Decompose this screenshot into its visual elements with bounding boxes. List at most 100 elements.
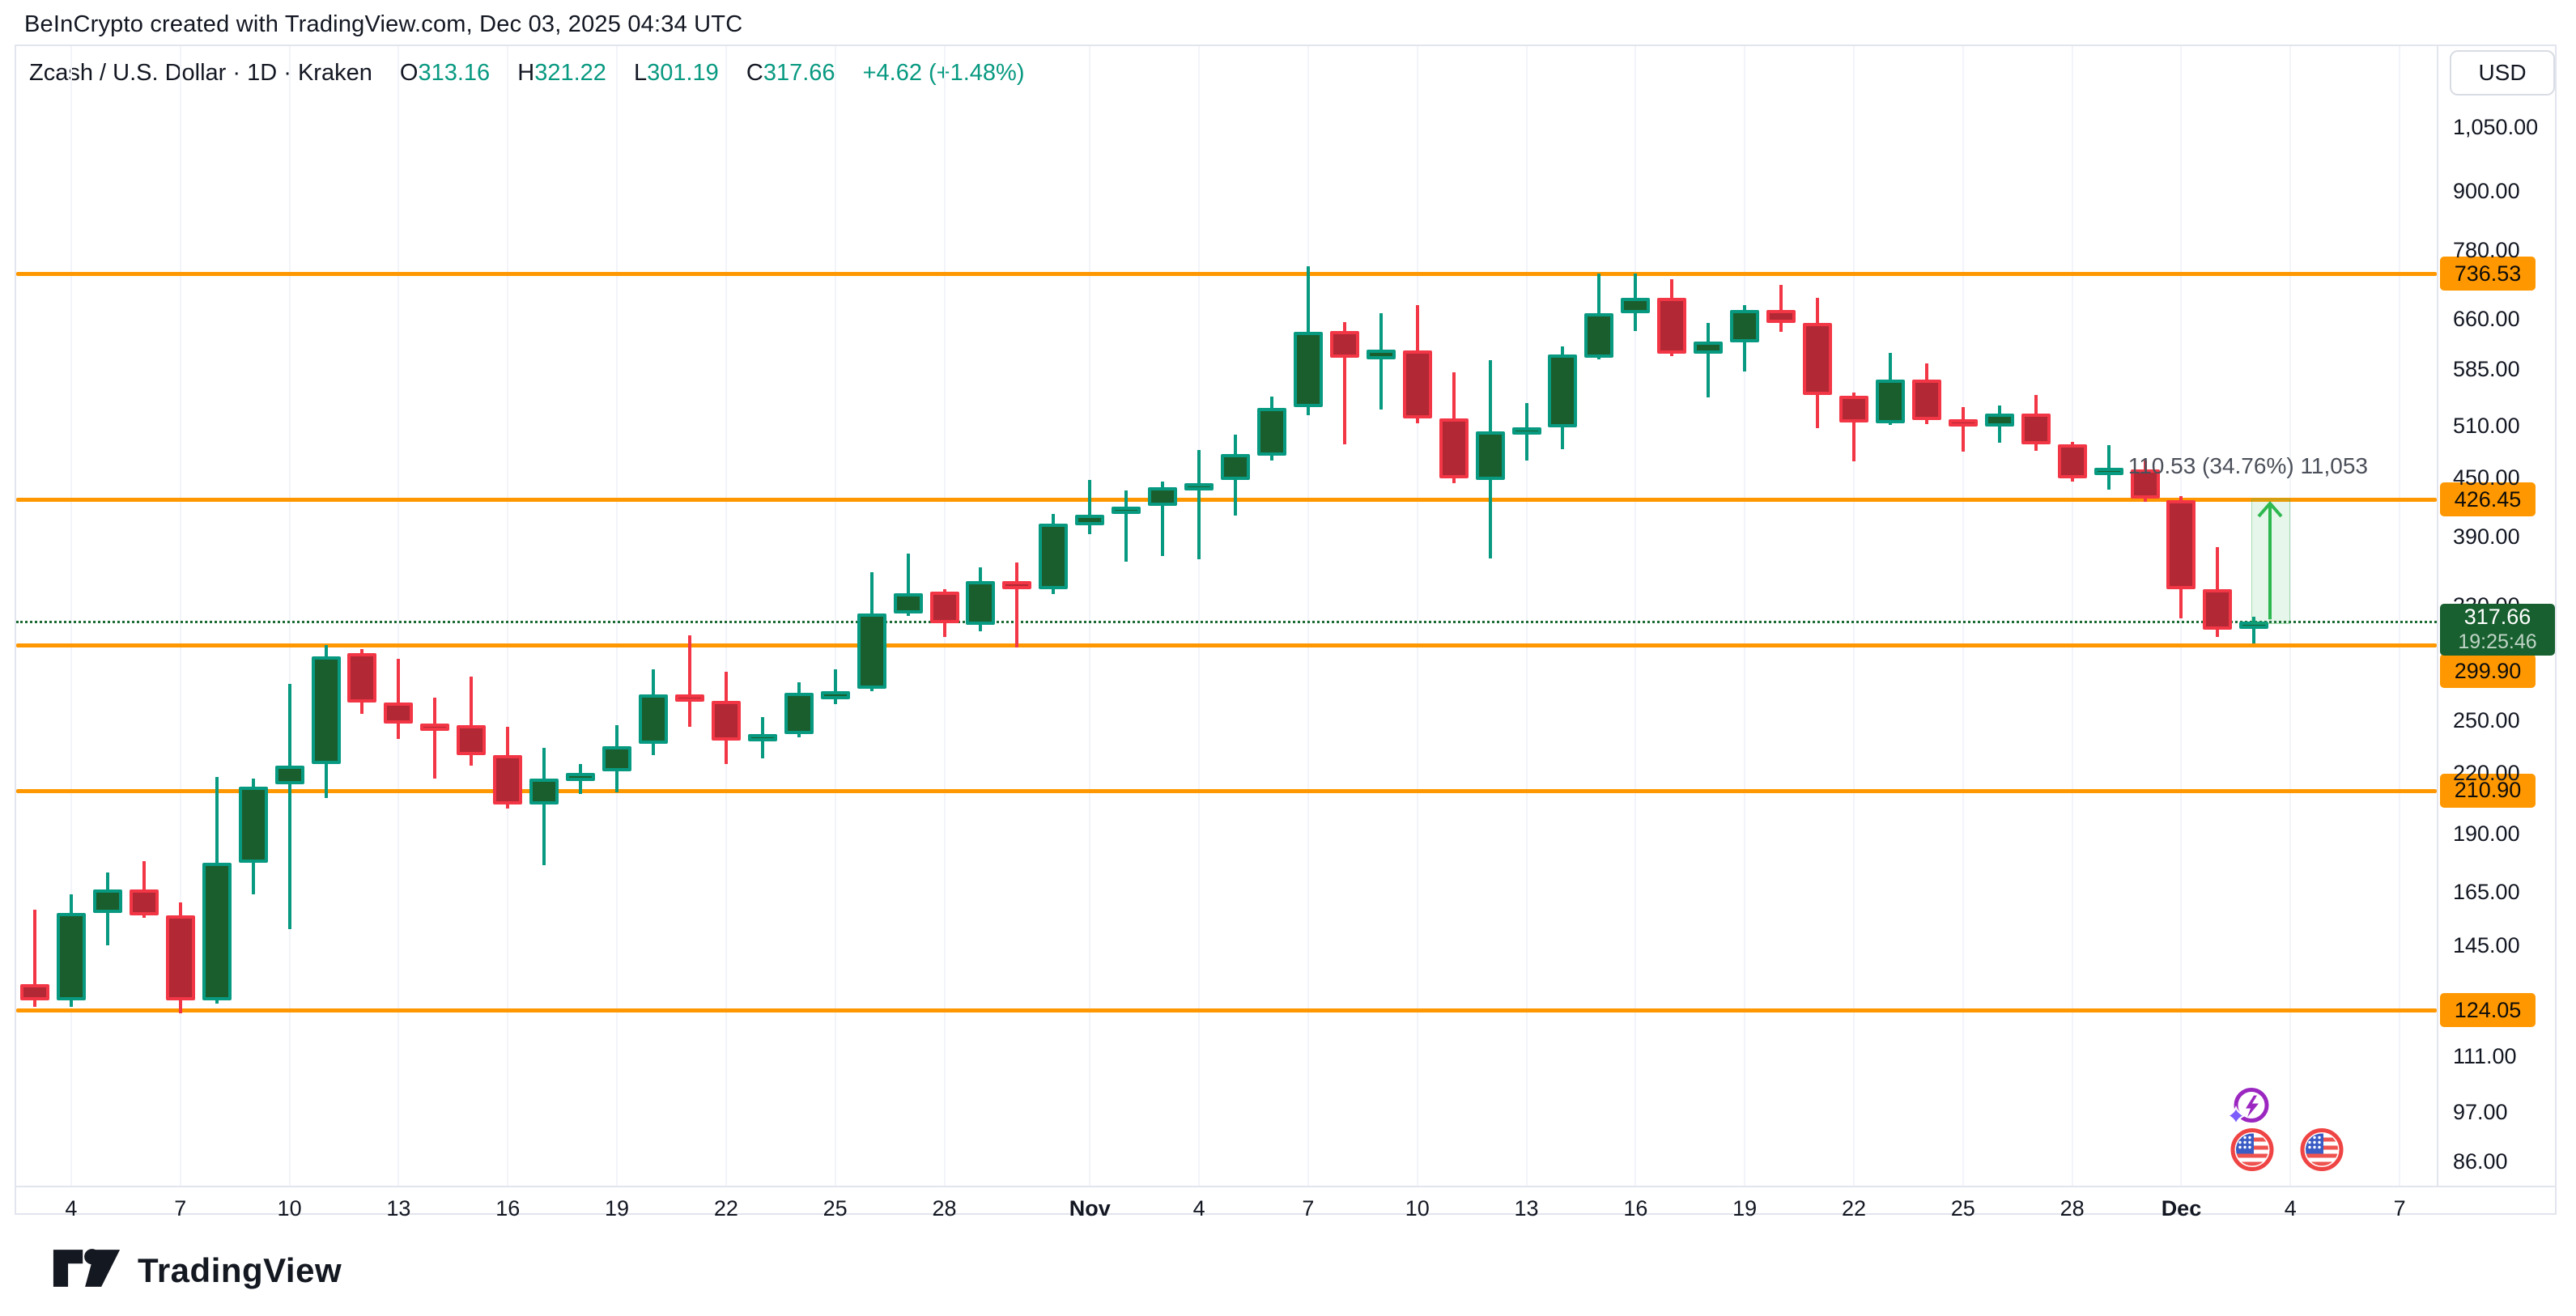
time-tick-label: 25 — [823, 1196, 848, 1221]
candle[interactable] — [1367, 350, 1396, 360]
candle[interactable] — [821, 691, 850, 699]
time-gridline — [835, 46, 836, 1186]
candle[interactable] — [1221, 454, 1250, 480]
candle[interactable] — [93, 889, 122, 912]
level-price-label[interactable]: 299.90 — [2440, 654, 2536, 688]
time-tick-label: 4 — [2285, 1196, 2297, 1221]
price-tick-label: 111.00 — [2453, 1043, 2517, 1069]
time-gridline — [180, 46, 181, 1186]
candle[interactable] — [1512, 427, 1541, 435]
price-tick-label: 190.00 — [2453, 821, 2520, 847]
candle-wick — [1124, 490, 1128, 562]
candle[interactable] — [1657, 298, 1686, 354]
candle[interactable] — [966, 581, 995, 625]
candle[interactable] — [639, 694, 668, 744]
candle[interactable] — [1912, 380, 1941, 420]
support-resistance-line[interactable] — [16, 1008, 2437, 1012]
candle[interactable] — [1803, 323, 1832, 395]
time-axis[interactable]: 4710131619222528Nov4710131619222528Dec47 — [0, 1186, 2437, 1234]
candle[interactable] — [1403, 350, 1432, 418]
candle[interactable] — [602, 746, 631, 771]
plot-area[interactable] — [0, 0, 2576, 1316]
candle[interactable] — [2166, 500, 2196, 590]
time-tick-label: 4 — [1193, 1196, 1205, 1221]
candle[interactable] — [1002, 581, 1031, 589]
candle[interactable] — [784, 693, 814, 733]
candle[interactable] — [566, 773, 595, 780]
candle[interactable] — [1730, 310, 1759, 342]
candle[interactable] — [1075, 515, 1104, 525]
support-resistance-line[interactable] — [16, 272, 2437, 276]
candle[interactable] — [712, 701, 741, 741]
candle[interactable] — [1148, 487, 1177, 506]
candle[interactable] — [1039, 524, 1068, 589]
candle[interactable] — [1184, 483, 1214, 490]
support-resistance-line[interactable] — [16, 643, 2437, 647]
time-tick-label: 7 — [174, 1196, 186, 1221]
candle[interactable] — [1476, 431, 1505, 480]
candle[interactable] — [239, 787, 268, 864]
last-price-dotted-line — [16, 621, 2437, 623]
candle[interactable] — [1949, 419, 1978, 427]
candle[interactable] — [384, 703, 413, 724]
candle[interactable] — [347, 653, 376, 703]
us-flag-event-icon[interactable] — [2299, 1127, 2344, 1177]
time-tick-label: 25 — [1951, 1196, 1975, 1221]
candle[interactable] — [1694, 342, 1723, 354]
tradingview-logo[interactable]: TradingView — [52, 1245, 342, 1296]
candle[interactable] — [1985, 414, 2014, 427]
candle[interactable] — [457, 725, 486, 754]
candle[interactable] — [894, 593, 923, 613]
candle-wick — [688, 635, 691, 727]
price-tick-label: 250.00 — [2453, 707, 2520, 733]
candle[interactable] — [1766, 310, 1796, 322]
candle[interactable] — [312, 656, 341, 764]
candle[interactable] — [857, 613, 886, 689]
time-tick-label: 13 — [386, 1196, 410, 1221]
tradingview-logo-text: TradingView — [138, 1251, 342, 1290]
time-gridline — [1526, 46, 1528, 1186]
candle[interactable] — [529, 779, 559, 804]
candle[interactable] — [2094, 468, 2123, 475]
candle[interactable] — [675, 694, 704, 702]
time-tick-label: Dec — [2162, 1196, 2202, 1221]
price-axis[interactable]: 736.53426.45299.90210.90124.051,050.0090… — [2437, 0, 2576, 1186]
time-tick-label: 16 — [495, 1196, 520, 1221]
candle[interactable] — [1548, 354, 1577, 427]
candle[interactable] — [275, 766, 304, 784]
level-price-label[interactable]: 124.05 — [2440, 993, 2536, 1027]
candle[interactable] — [1257, 408, 1286, 456]
price-range-annotation[interactable]: 110.53 (34.76%) 11,053 — [2128, 453, 2368, 479]
candle[interactable] — [1621, 298, 1650, 313]
candle[interactable] — [2203, 589, 2232, 630]
candle[interactable] — [1876, 380, 1905, 423]
candle[interactable] — [1839, 396, 1868, 422]
candle[interactable] — [1584, 313, 1613, 358]
candle[interactable] — [1294, 332, 1323, 407]
currency-toggle-button[interactable]: USD — [2450, 50, 2555, 96]
candle[interactable] — [20, 984, 49, 1000]
candle-wick — [288, 684, 291, 929]
candle[interactable] — [2021, 414, 2051, 444]
candle[interactable] — [1330, 331, 1359, 358]
candle[interactable] — [420, 724, 449, 731]
time-gridline — [1089, 46, 1090, 1186]
time-tick-label: Nov — [1069, 1196, 1111, 1221]
support-resistance-line[interactable] — [16, 498, 2437, 502]
candle[interactable] — [57, 913, 86, 1000]
time-tick-label: 19 — [1732, 1196, 1757, 1221]
candle[interactable] — [202, 863, 232, 1000]
time-gridline — [397, 46, 399, 1186]
candle[interactable] — [2058, 444, 2087, 478]
candle[interactable] — [493, 755, 522, 804]
us-flag-event-icon[interactable] — [2230, 1127, 2275, 1177]
candle[interactable] — [1112, 507, 1141, 514]
candle[interactable] — [130, 889, 159, 915]
candle[interactable] — [748, 734, 777, 741]
candle-close-countdown: 19:25:46 — [2458, 630, 2536, 654]
support-resistance-line[interactable] — [16, 789, 2437, 793]
candle[interactable] — [930, 592, 959, 623]
time-gridline — [2072, 46, 2073, 1186]
candle[interactable] — [166, 915, 195, 1000]
candle[interactable] — [1439, 418, 1469, 478]
